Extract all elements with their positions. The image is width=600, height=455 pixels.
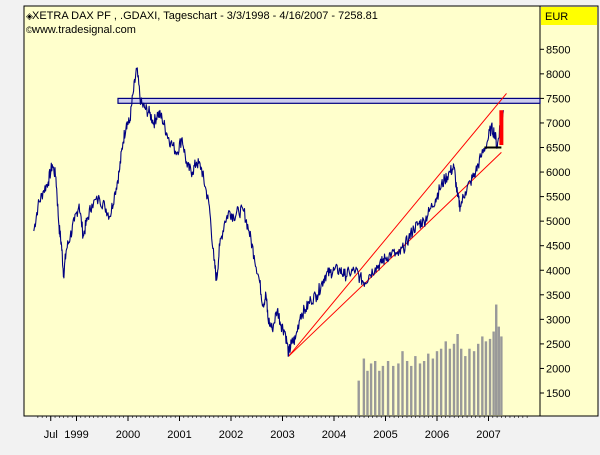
x-tick-label: 2004 bbox=[322, 429, 346, 441]
y-tick-label: 3500 bbox=[546, 290, 570, 302]
currency-label-bg bbox=[541, 7, 597, 25]
volume-bar bbox=[422, 360, 426, 415]
y-tick-label: 7500 bbox=[546, 93, 570, 105]
volume-bar bbox=[427, 353, 430, 415]
volume-bar bbox=[401, 351, 404, 415]
volume-bar bbox=[405, 360, 409, 415]
volume-bar bbox=[464, 356, 467, 415]
volume-bar bbox=[378, 370, 381, 415]
volume-bar bbox=[369, 363, 373, 415]
y-tick-label: 2000 bbox=[546, 363, 570, 375]
volume-bar bbox=[374, 360, 377, 415]
y-tick-label: 4000 bbox=[546, 265, 570, 277]
volume-bar bbox=[357, 380, 360, 415]
volume-bar bbox=[386, 360, 390, 415]
x-tick-label: Jul bbox=[44, 429, 58, 441]
volume-bar bbox=[444, 341, 447, 415]
volume-bar bbox=[435, 351, 439, 415]
x-axis-ticks: Jul 1999 2000 2001 2002 2003 2004 2005 2006 2007 bbox=[37, 416, 528, 441]
y-tick-label: 4500 bbox=[546, 241, 570, 253]
y-tick-label: 1500 bbox=[546, 388, 570, 400]
resistance-band-layer bbox=[117, 97, 541, 104]
price-layer bbox=[33, 67, 504, 357]
x-tick-label: 2005 bbox=[373, 429, 397, 441]
volume-bar bbox=[477, 343, 480, 415]
volume-bar bbox=[418, 363, 422, 415]
x-tick-label: 2006 bbox=[425, 429, 449, 441]
volume-bar bbox=[484, 341, 488, 415]
y-tick-label: 2500 bbox=[546, 339, 570, 351]
chart-title: XETRA DAX PF , .GDAXI, Tageschart - 3/3/… bbox=[32, 10, 378, 22]
x-tick-label: 2001 bbox=[167, 429, 191, 441]
copyright-icon: © bbox=[26, 25, 33, 35]
volume-bar bbox=[397, 363, 400, 415]
volume-bar bbox=[460, 348, 463, 415]
volume-bar bbox=[468, 348, 471, 415]
volume-bar bbox=[472, 351, 476, 415]
y-axis-ticks: 1500 2000 2500 3000 3500 4000 4500 5000 5500 6000… bbox=[540, 44, 570, 400]
y-tick-label: 5000 bbox=[546, 216, 570, 228]
y-tick-label: 6000 bbox=[546, 167, 570, 179]
resistance-band bbox=[117, 97, 541, 104]
volume-bar bbox=[381, 365, 385, 415]
last-candle bbox=[499, 110, 504, 146]
volume-bar bbox=[452, 343, 456, 415]
x-tick-label: 2002 bbox=[219, 429, 243, 441]
volume-bar bbox=[439, 348, 443, 415]
volume-bar bbox=[500, 336, 503, 415]
volume-bar bbox=[410, 365, 413, 415]
y-tick-label: 6500 bbox=[546, 143, 570, 155]
volume-bar bbox=[362, 358, 366, 415]
title-marker-icon: ◈ bbox=[26, 11, 33, 21]
x-tick-label: 2007 bbox=[476, 429, 500, 441]
y-tick-label: 5500 bbox=[546, 192, 570, 204]
volume-bar bbox=[366, 370, 369, 415]
volume-bar bbox=[392, 365, 395, 415]
volume-bar bbox=[495, 304, 498, 415]
source-url: www.tradesignal.com bbox=[31, 24, 136, 36]
volume-bar bbox=[448, 348, 452, 415]
volume-bar bbox=[431, 358, 435, 415]
currency-label: EUR bbox=[545, 11, 568, 23]
volume-bar bbox=[414, 356, 417, 415]
y-tick-label: 8500 bbox=[546, 44, 570, 56]
plot-area bbox=[23, 5, 541, 417]
y-tick-label: 8000 bbox=[546, 69, 570, 81]
volume-layer bbox=[357, 304, 503, 415]
volume-bar bbox=[481, 336, 484, 415]
volume-bar bbox=[456, 333, 459, 415]
y-tick-label: 3000 bbox=[546, 314, 570, 326]
x-tick-label: 1999 bbox=[64, 429, 88, 441]
y-tick-label: 7000 bbox=[546, 118, 570, 130]
price-line bbox=[33, 67, 504, 357]
volume-bar bbox=[497, 326, 500, 415]
x-tick-label: 2000 bbox=[116, 429, 140, 441]
volume-bar bbox=[492, 331, 495, 415]
volume-bar bbox=[488, 338, 492, 415]
price-axis-panel bbox=[539, 5, 599, 417]
x-tick-label: 2003 bbox=[270, 429, 294, 441]
upper-trendline bbox=[288, 93, 507, 357]
